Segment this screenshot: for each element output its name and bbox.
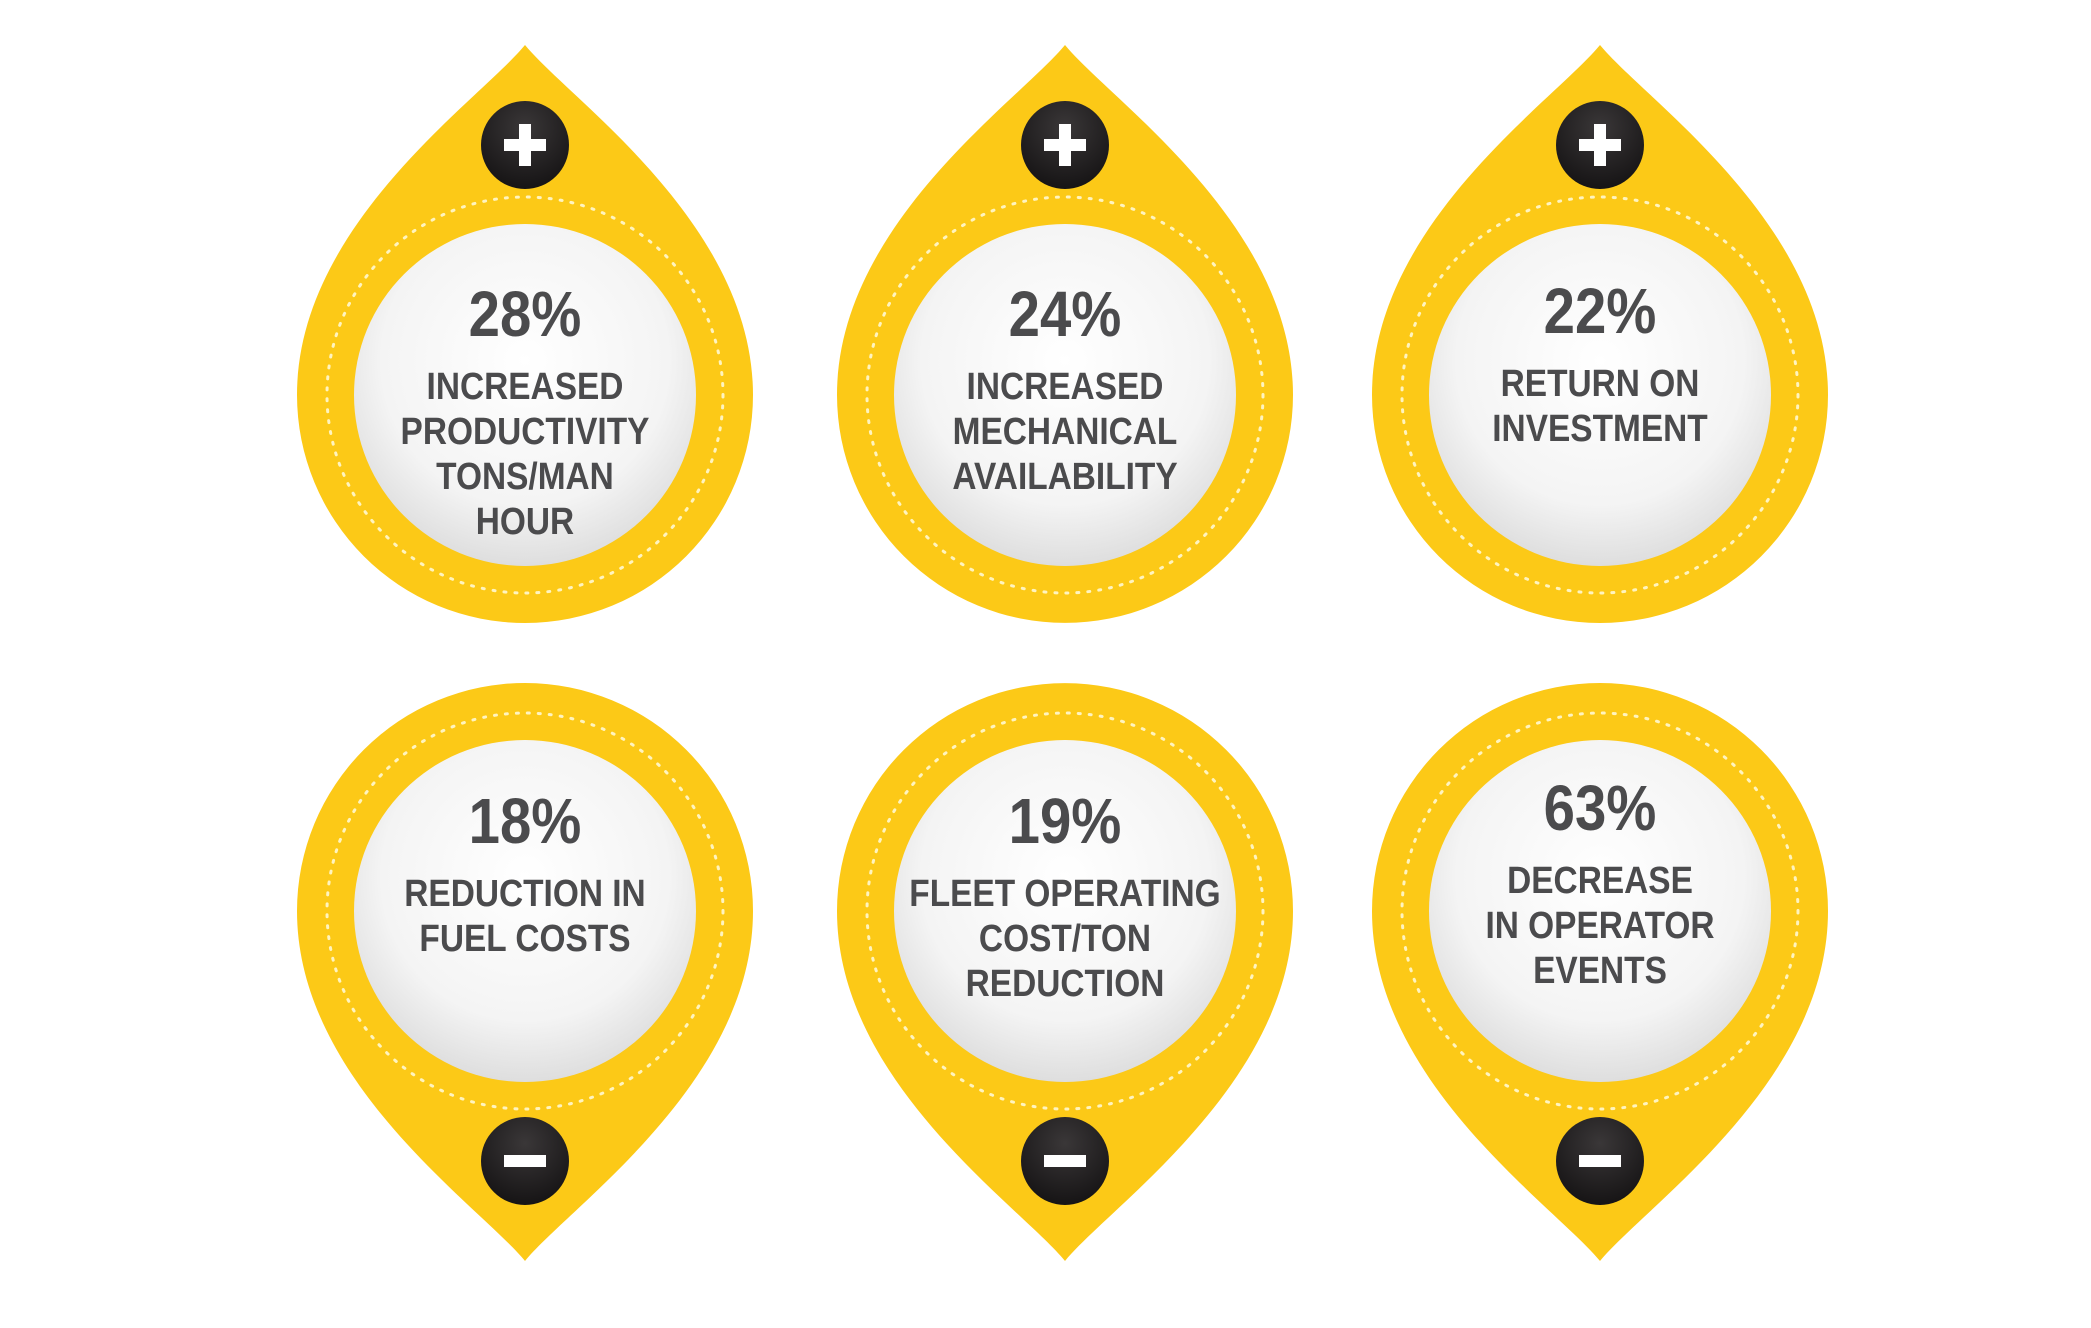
stat-label-line: INCREASED [427, 365, 624, 407]
stat-value: 22% [1544, 275, 1657, 347]
minus-button[interactable] [1556, 1117, 1644, 1205]
stat-circle [1429, 740, 1771, 1082]
plus-button[interactable] [1021, 101, 1109, 189]
minus-button[interactable] [1021, 1117, 1109, 1205]
dotted-ring [325, 711, 725, 1111]
stat-label-line: COST/TON [979, 917, 1151, 959]
stat-circle [354, 224, 696, 566]
stat-value: 18% [469, 785, 582, 857]
stat-label-line: INVESTMENT [1492, 407, 1708, 449]
stat-label-line: TONS/MAN [436, 455, 614, 497]
minus-icon [504, 1155, 546, 1167]
stat-circle [354, 740, 696, 1082]
dotted-ring [1400, 195, 1800, 595]
plus-button[interactable] [481, 101, 569, 189]
stat-label-line: REDUCTION [966, 962, 1165, 1004]
stat-label-line: IN OPERATOR [1485, 904, 1714, 946]
stat-label-line: DECREASE [1507, 859, 1693, 901]
stat-label-line: FUEL COSTS [419, 917, 630, 959]
stat-label-line: MECHANICAL [953, 410, 1178, 452]
stat-circle [1429, 224, 1771, 566]
plus-icon [1579, 124, 1621, 166]
minus-icon [1044, 1155, 1086, 1167]
stat-label-line: REDUCTION IN [404, 872, 645, 914]
plus-button[interactable] [1556, 101, 1644, 189]
stat-value: 63% [1544, 772, 1657, 844]
minus-icon [1579, 1155, 1621, 1167]
stat-label-line: PRODUCTIVITY [401, 410, 650, 452]
stat-label-line: EVENTS [1533, 949, 1667, 991]
stat-circle [894, 224, 1236, 566]
dotted-ring [865, 711, 1265, 1111]
stat-label-line: AVAILABILITY [952, 455, 1177, 497]
minus-button[interactable] [481, 1117, 569, 1205]
stat-value: 24% [1009, 278, 1122, 350]
dotted-ring [865, 195, 1265, 595]
stat-label-line: INCREASED [967, 365, 1164, 407]
plus-icon [504, 124, 546, 166]
plus-icon [1044, 124, 1086, 166]
stat-label-line: FLEET OPERATING [909, 872, 1220, 914]
dotted-ring [325, 195, 725, 595]
dotted-ring [1400, 711, 1800, 1111]
stat-value: 19% [1009, 785, 1122, 857]
stat-value: 28% [469, 278, 582, 350]
stat-circle [894, 740, 1236, 1082]
stat-label-line: HOUR [476, 500, 575, 542]
stat-label-line: RETURN ON [1501, 362, 1700, 404]
